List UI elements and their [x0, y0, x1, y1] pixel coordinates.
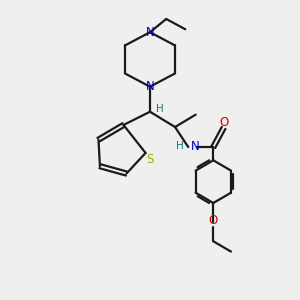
Text: H: H: [157, 104, 164, 114]
Text: N: N: [191, 140, 200, 153]
Text: S: S: [146, 153, 154, 166]
Text: N: N: [146, 26, 154, 39]
Text: N: N: [146, 80, 154, 93]
Text: O: O: [220, 116, 229, 129]
Text: H: H: [176, 142, 184, 152]
Text: O: O: [209, 214, 218, 227]
